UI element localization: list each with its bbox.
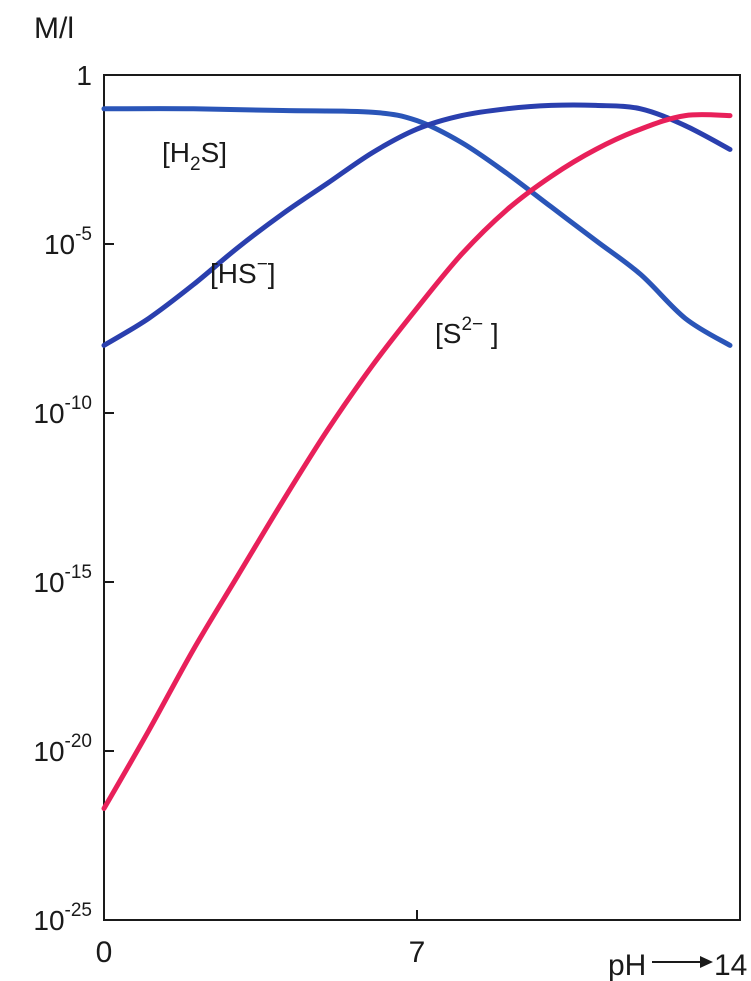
- y-tick-label: 10-15: [33, 562, 92, 598]
- x-axis-label: pH 14: [608, 949, 747, 981]
- y-tick-label: 10-10: [33, 393, 92, 429]
- series-line-s2: [101, 112, 733, 811]
- y-tick-label: 10-25: [33, 900, 92, 936]
- x-tick-label: 7: [409, 936, 426, 969]
- x-axis-label-text: pH: [608, 949, 646, 981]
- series-label-s2: [S2− ]: [435, 314, 499, 349]
- series-line-hs: [101, 102, 733, 348]
- x-axis-arrow-head: [700, 956, 713, 968]
- y-tick-label: 10-5: [44, 224, 92, 260]
- x-tick-label: 0: [96, 936, 113, 969]
- series-label-hs: [HS−]: [210, 254, 276, 289]
- ticks: 1 10-5 10-10 10-15 10-20 10-250 7: [33, 60, 425, 969]
- series-line-h2s: [101, 106, 733, 348]
- plot-frame: [103, 74, 741, 921]
- y-tick-label: 10-20: [33, 731, 92, 767]
- series-label-h2s: [H2S]: [162, 137, 227, 175]
- series-labels: [H2S] [HS−] [S2− ]: [162, 137, 499, 349]
- y-axis-label: M/l: [34, 12, 74, 45]
- axes: [103, 74, 741, 921]
- series-lines: [101, 102, 733, 811]
- x-axis-end-label: 14: [714, 949, 747, 981]
- y-tick-label: 1: [76, 60, 92, 91]
